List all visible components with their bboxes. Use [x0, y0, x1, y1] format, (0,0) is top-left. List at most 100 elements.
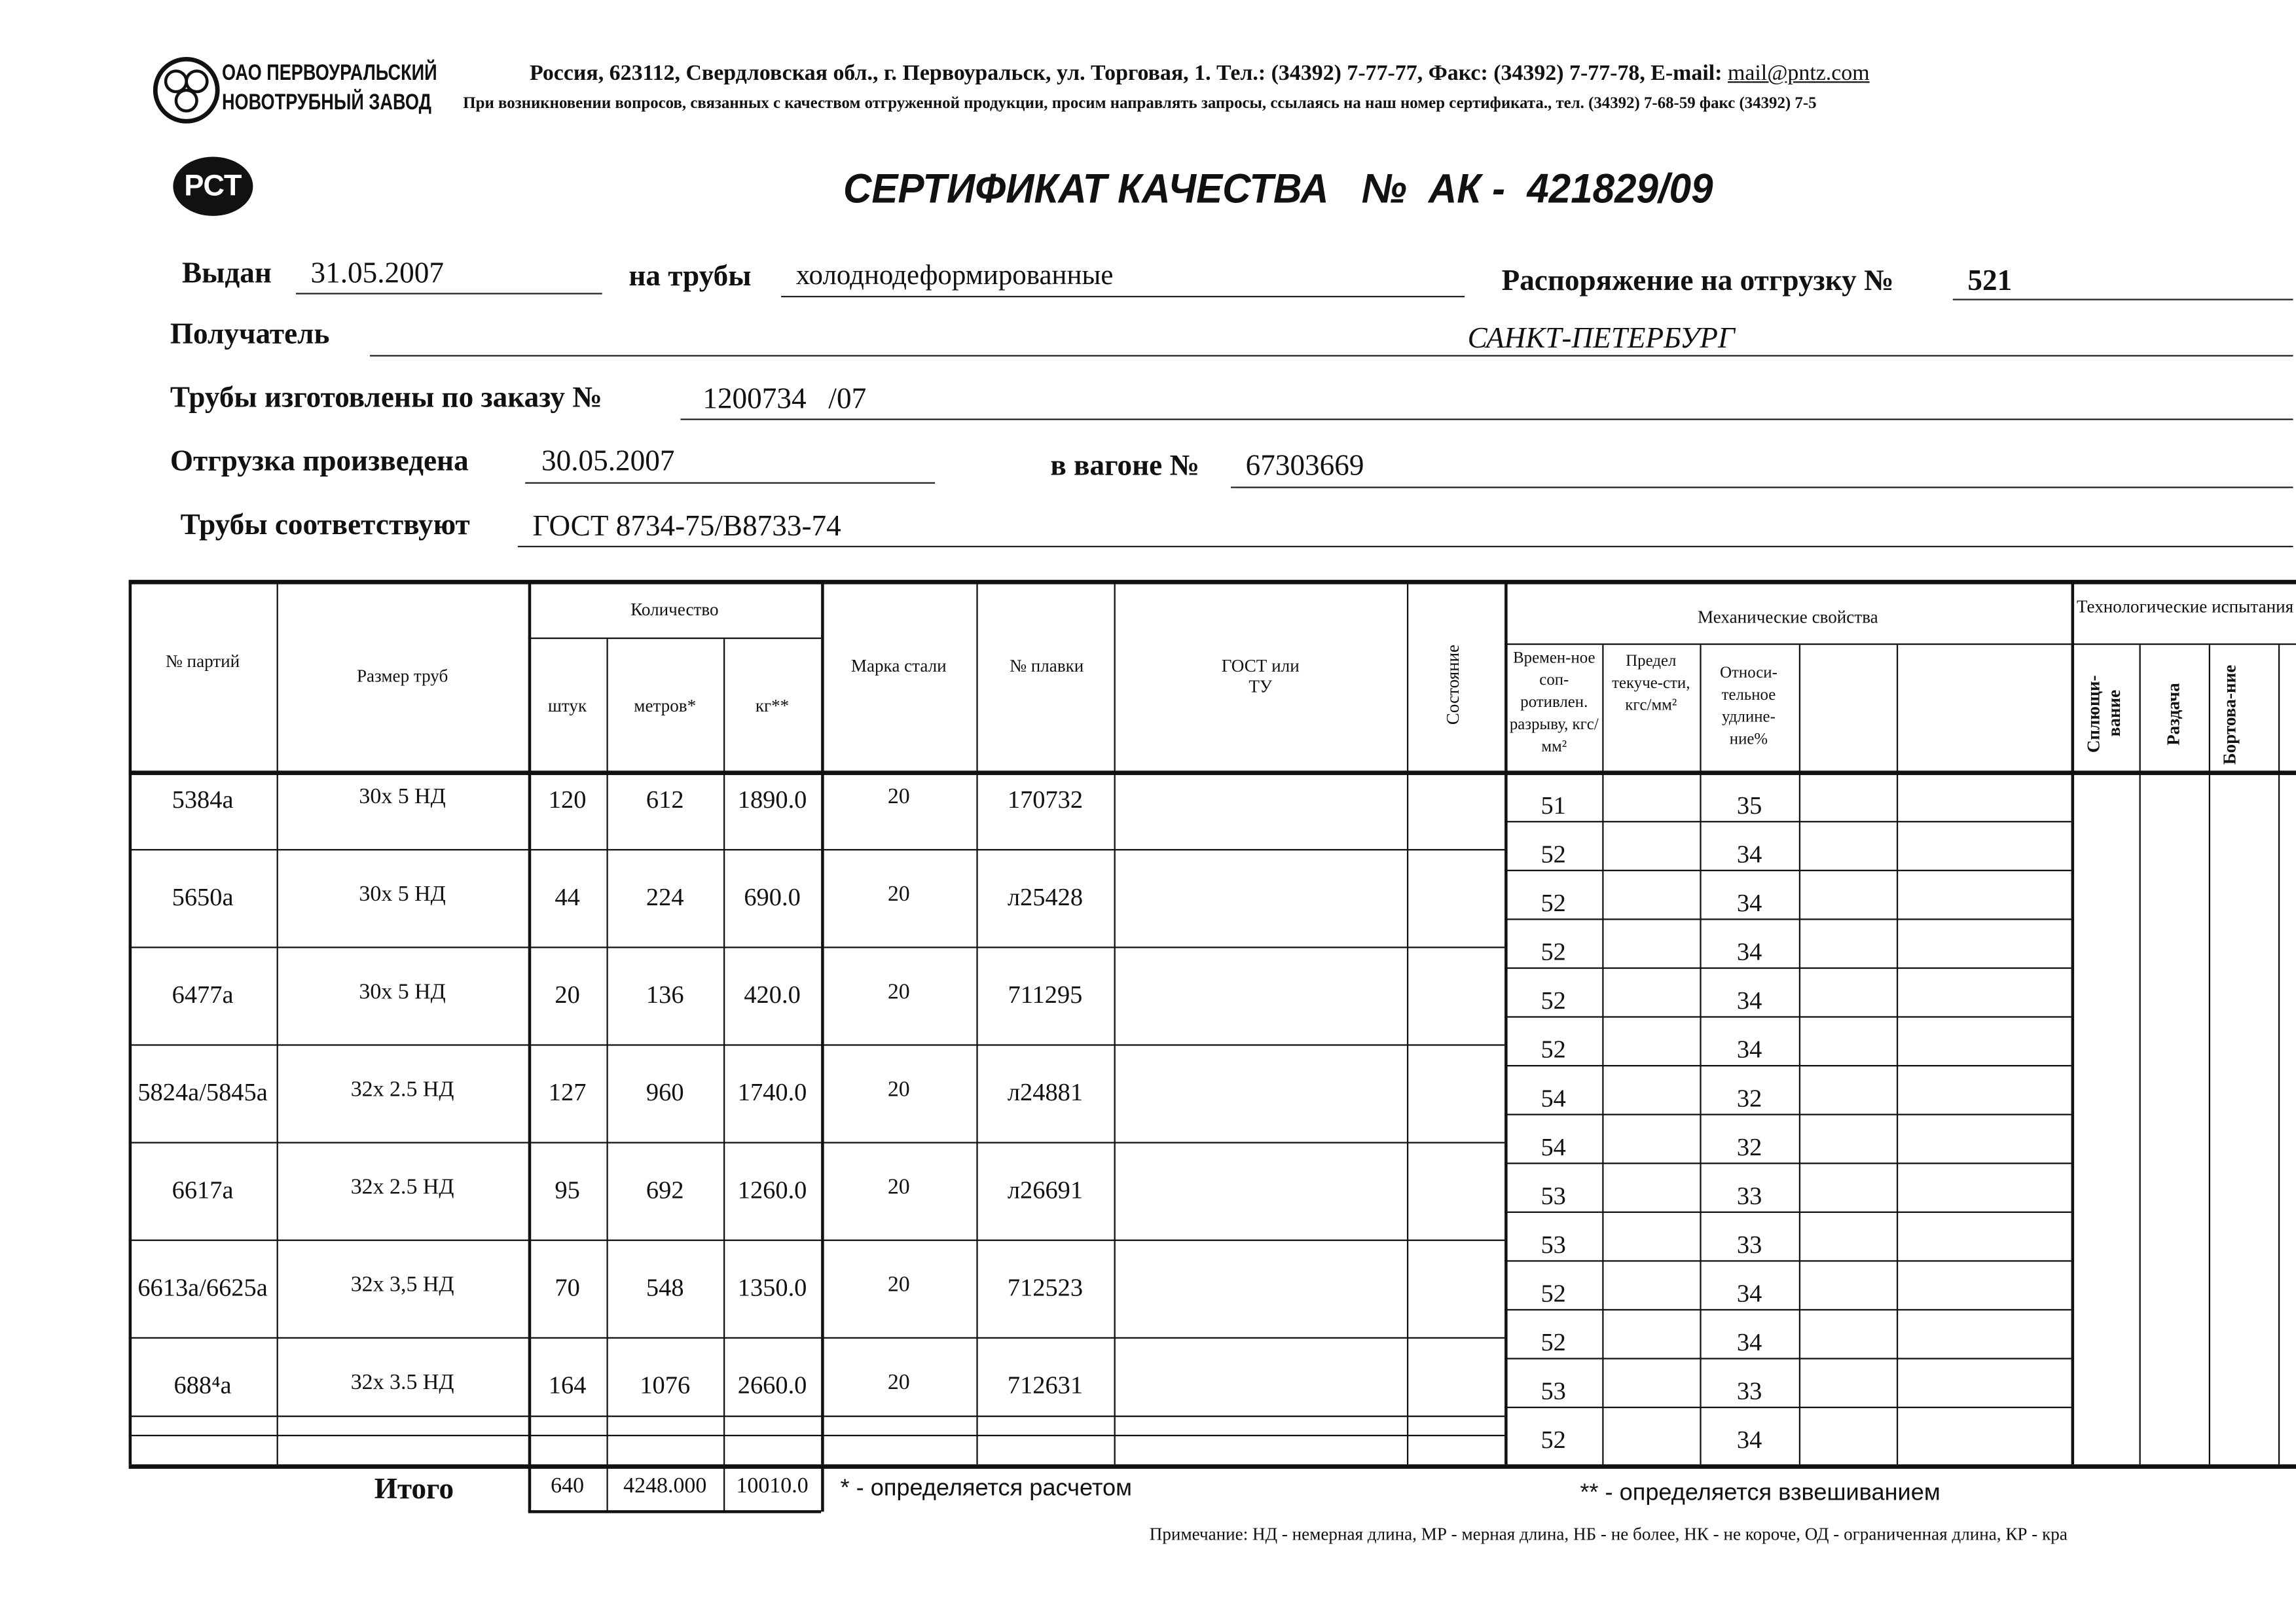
cell-kg: 2660.0 [737, 1371, 807, 1399]
cell-steel: 20 [887, 1273, 910, 1297]
cell-size: 32х 3.5 НД [350, 1371, 454, 1395]
cell-steel: 20 [887, 1176, 910, 1200]
cell-tensile: 52 [1540, 986, 1566, 1015]
recipient-value: САНКТ-ПЕТЕРБУРГ [1467, 322, 1735, 355]
cell-tensile: 54 [1540, 1132, 1566, 1161]
cell-pcs: 164 [548, 1371, 587, 1399]
cell-size: 30х 5 НД [359, 981, 446, 1005]
issued-label: Выдан [181, 257, 272, 290]
cell-tensile: 54 [1540, 1084, 1566, 1113]
cell-size: 32х 2.5 НД [350, 1176, 454, 1200]
cell-kg: 1890.0 [737, 785, 807, 814]
shipped-label: Отгрузка произведена [170, 445, 469, 478]
conform-label: Трубы соответствуют [180, 509, 470, 542]
grid-line [128, 579, 2296, 585]
grid-line [1504, 869, 2071, 871]
company-address: Россия, 623112, Свердловская обл., г. Пе… [530, 62, 1870, 87]
cell-tensile: 51 [1540, 791, 1566, 820]
total-kg: 10010.0 [736, 1474, 809, 1499]
grid-line [128, 947, 1505, 948]
cell-steel: 20 [887, 883, 910, 907]
header-yield: Предел текуче-сти, кгс/мм² [1612, 652, 1690, 715]
grid-line [528, 581, 532, 1465]
company-logo [153, 56, 221, 132]
cell-kg: 1260.0 [737, 1176, 807, 1204]
header-steel: Марка стали [850, 655, 947, 676]
company-name-line2: НОВОТРУБНЫЙ ЗАВОД [221, 90, 431, 116]
cell-heat: л26691 [1007, 1176, 1084, 1204]
grid-line [976, 581, 978, 1465]
cell-elongation: 35 [1736, 791, 1762, 820]
header-kg: кг** [755, 695, 790, 716]
cell-steel: 20 [887, 1078, 910, 1102]
grid-line [128, 1044, 1505, 1046]
header-quantity: Количество [630, 599, 719, 620]
grid-line [1504, 1113, 2071, 1115]
grid-line [723, 639, 725, 1512]
cell-elongation: 34 [1736, 840, 1762, 869]
made-order-number: 1200734 /07 [702, 383, 867, 416]
grid-line [128, 1239, 1505, 1241]
grid-line [1504, 967, 2071, 969]
grid-line [128, 1434, 1505, 1437]
total-meters: 4248.000 [623, 1474, 707, 1499]
header-state: Состояние [1442, 643, 1463, 725]
grid-line [528, 1510, 822, 1513]
grid-line [1700, 645, 1702, 1465]
footnote-weighed: ** - определяется взвешиванием [1580, 1480, 1941, 1506]
cell-size: 30х 5 НД [359, 785, 446, 810]
grid-line [128, 1415, 1505, 1417]
wagon-label: в вагоне № [1050, 449, 1199, 482]
cell-batch: 5824а/5845а [137, 1078, 268, 1107]
address-text: Россия, 623112, Свердловская обл., г. Пе… [529, 62, 1728, 86]
cell-pcs: 44 [555, 883, 580, 911]
cell-pcs: 70 [555, 1273, 580, 1302]
cell-batch: 5384а [172, 785, 234, 814]
grid-line [1504, 1308, 2071, 1311]
cell-heat: л24881 [1007, 1078, 1084, 1107]
grid-line [1504, 918, 2071, 920]
cell-pcs: 120 [548, 785, 587, 814]
header-flatten: Сплющи-вание [2083, 674, 2124, 753]
pipes-type: холоднодеформированные [795, 260, 1114, 292]
header-expand: Раздача [2162, 682, 2184, 746]
cell-meters: 1076 [640, 1371, 691, 1399]
email-link[interactable]: mail@pntz.com [1727, 62, 1870, 86]
header-heat: № плавки [1010, 655, 1084, 676]
grid-line [1504, 581, 1508, 1465]
grid-line [528, 637, 822, 640]
cell-batch: 6477а [172, 981, 234, 1009]
cell-batch: 688⁴а [173, 1371, 232, 1399]
header-size: Размер труб [356, 665, 448, 687]
issued-date: 31.05.2007 [310, 257, 444, 290]
grid-line [128, 1337, 1505, 1339]
inquiry-notice: При возникновении вопросов, связанных с … [463, 94, 1817, 113]
cell-meters: 692 [646, 1176, 684, 1204]
grid-line [128, 849, 1505, 851]
grid-line [128, 770, 2296, 776]
cell-batch: 6613а/6625а [137, 1273, 268, 1302]
cell-steel: 20 [887, 785, 910, 810]
header-gost: ГОСТ или ТУ [1221, 655, 1300, 697]
footnote-calculated: * - определяется расчетом [840, 1476, 1133, 1502]
abbreviation-note: Примечание: НД - немерная длина, МР - ме… [1149, 1523, 2068, 1545]
logo-emblem-icon [153, 56, 220, 124]
shipment-order-label: Распоряжение на отгрузку № [1501, 264, 1894, 298]
grid-line [1504, 1163, 2071, 1164]
grid-line [1504, 1211, 2071, 1213]
cell-heat: 712523 [1007, 1273, 1084, 1302]
grid-line [606, 639, 608, 1512]
grid-line [2208, 645, 2210, 1465]
total-label: Итого [374, 1473, 454, 1506]
grid-line [1798, 645, 1801, 1465]
cell-steel: 20 [887, 1371, 910, 1395]
header-batch: № партий [165, 651, 240, 672]
header-pcs: штук [548, 695, 587, 716]
cell-pcs: 95 [555, 1176, 580, 1204]
cell-meters: 960 [646, 1078, 684, 1107]
grid-line [1406, 581, 1409, 1465]
cell-heat: 711295 [1008, 981, 1083, 1009]
cell-tensile: 52 [1540, 1035, 1566, 1064]
cell-elongation: 33 [1736, 1182, 1762, 1210]
